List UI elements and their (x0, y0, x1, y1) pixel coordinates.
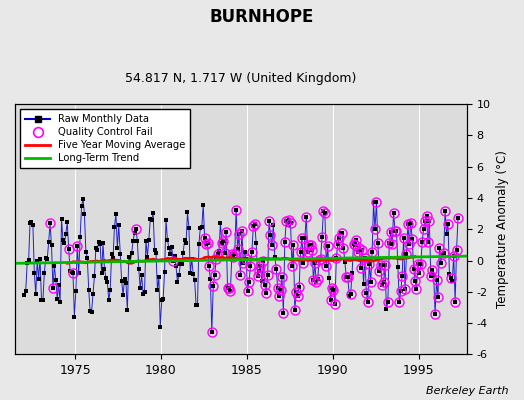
Y-axis label: Temperature Anomaly (°C): Temperature Anomaly (°C) (496, 150, 509, 308)
Text: BURNHOPE: BURNHOPE (210, 8, 314, 26)
Title: 54.817 N, 1.717 W (United Kingdom): 54.817 N, 1.717 W (United Kingdom) (125, 72, 356, 85)
Text: Berkeley Earth: Berkeley Earth (426, 386, 508, 396)
Legend: Raw Monthly Data, Quality Control Fail, Five Year Moving Average, Long-Term Tren: Raw Monthly Data, Quality Control Fail, … (20, 109, 190, 168)
